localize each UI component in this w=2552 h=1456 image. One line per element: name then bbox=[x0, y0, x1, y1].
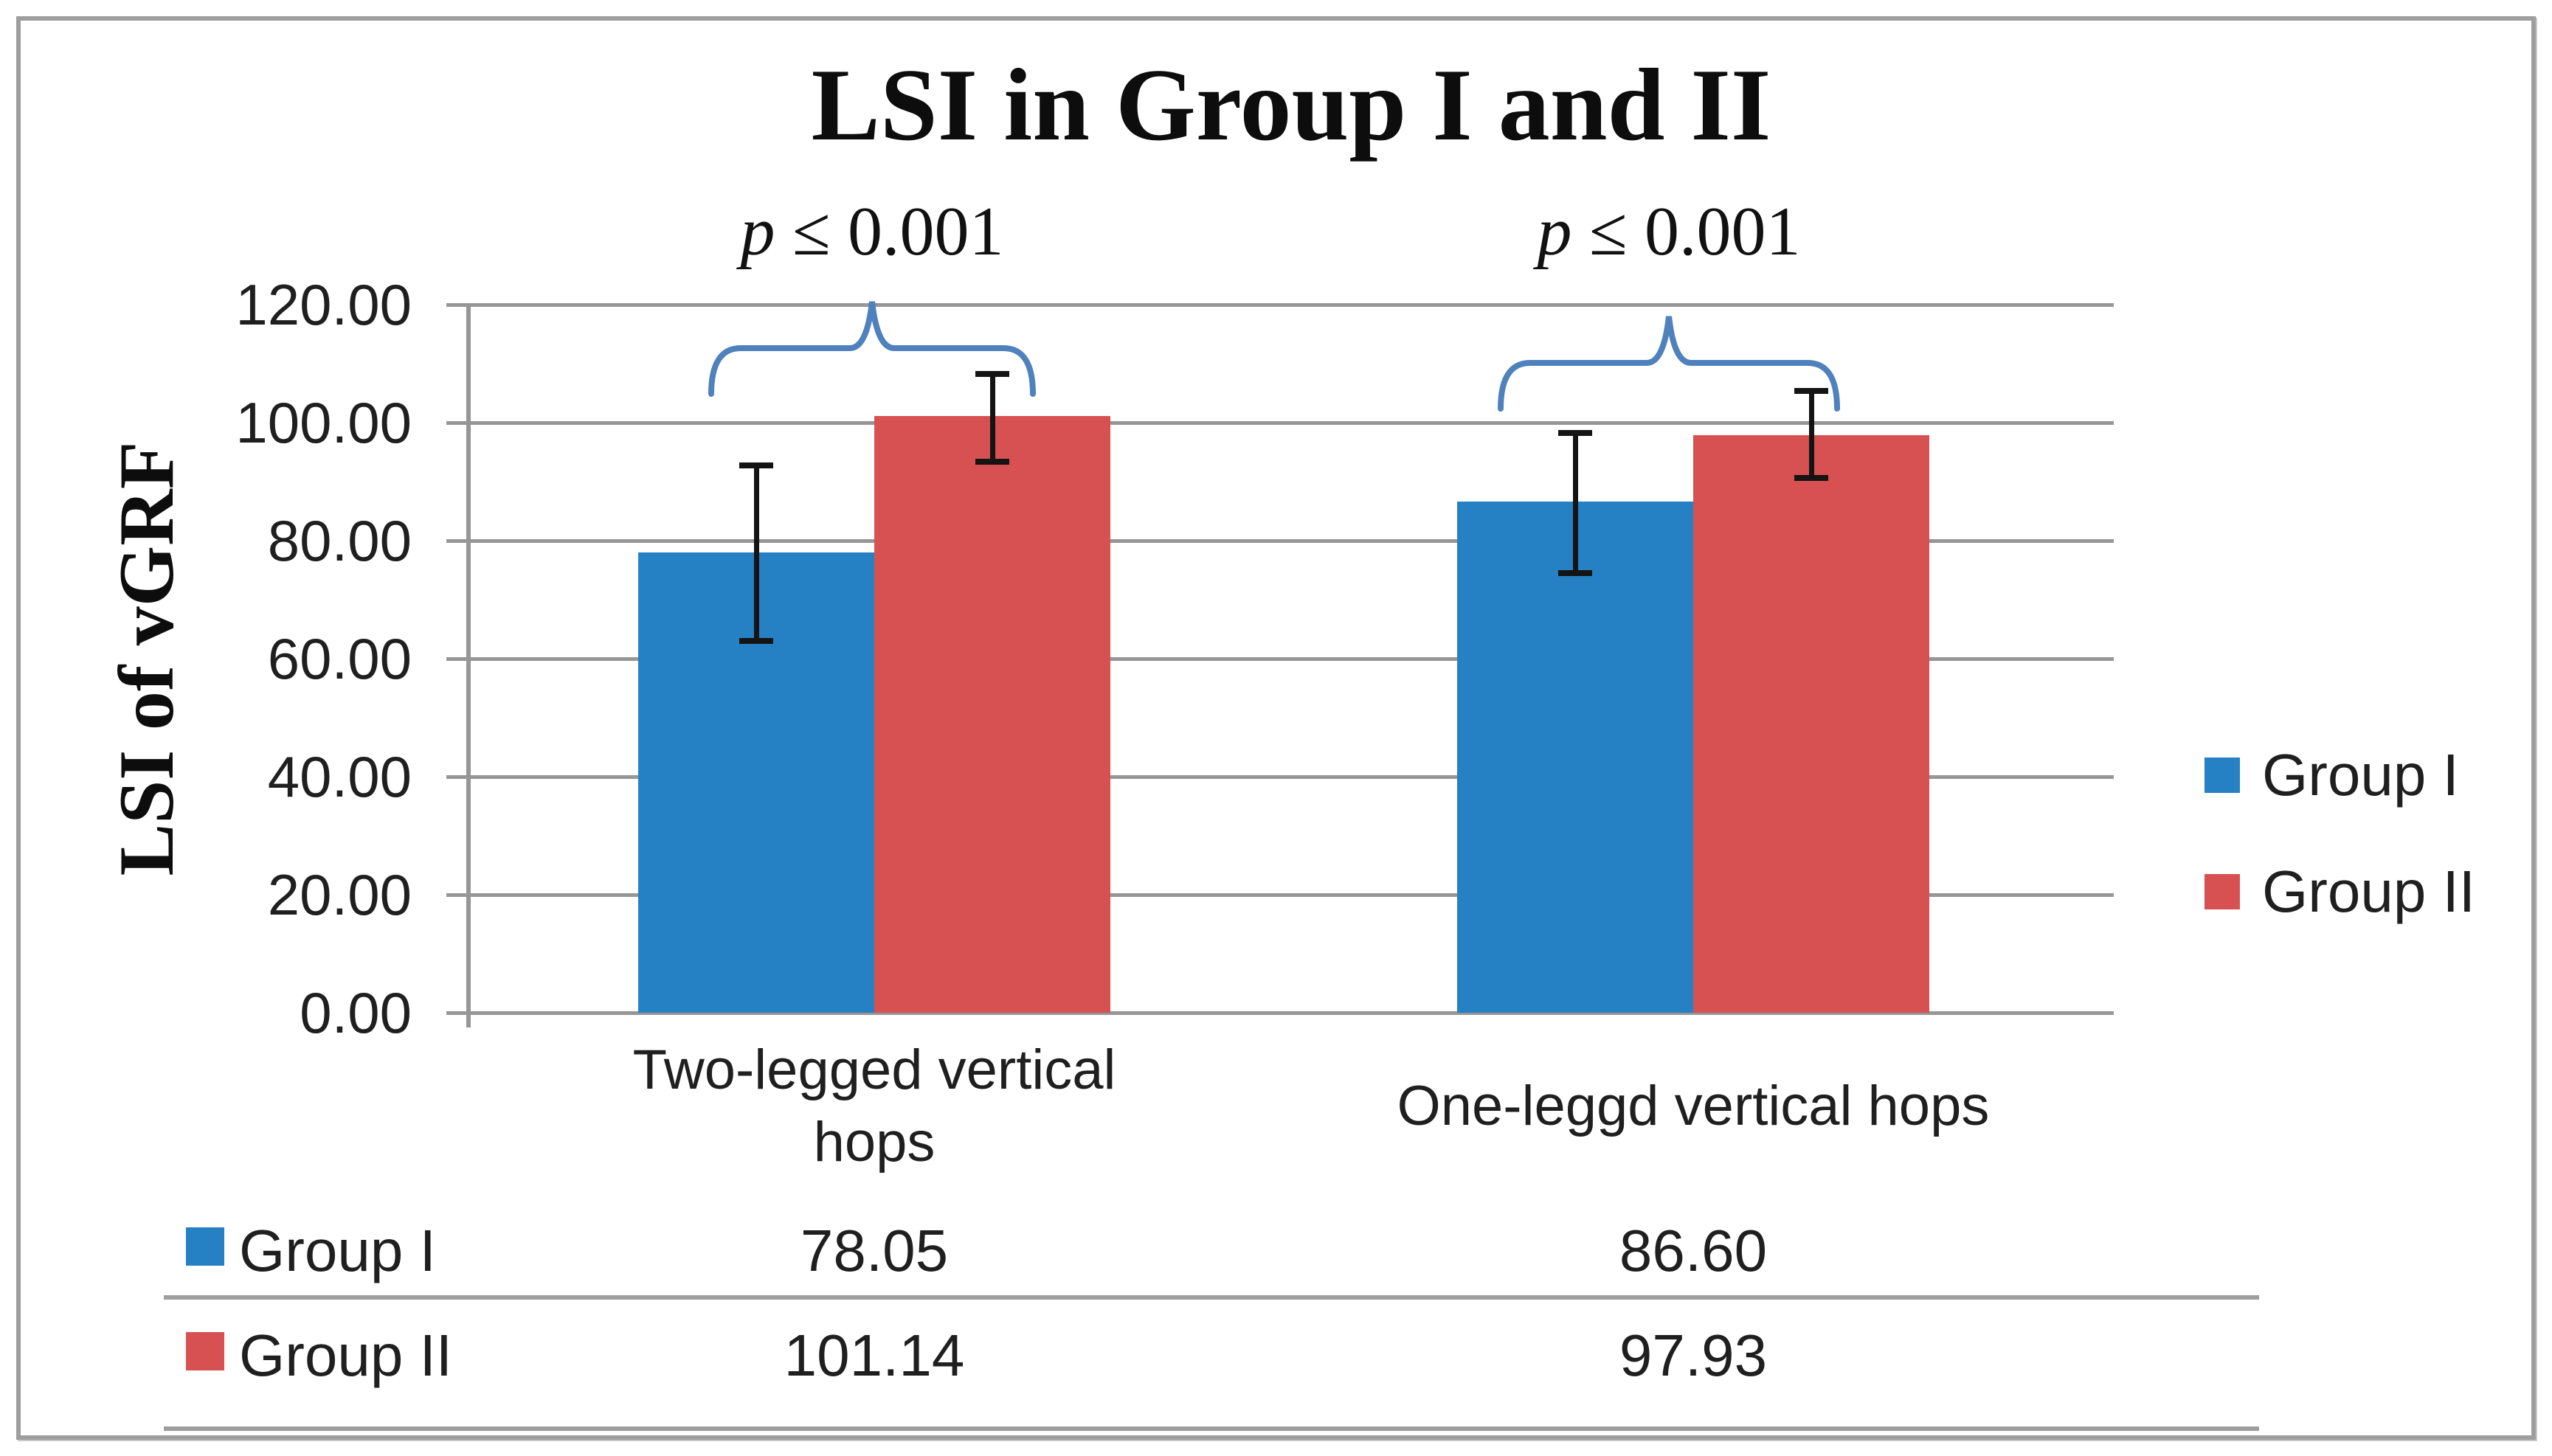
error-bar bbox=[989, 373, 995, 462]
legend-swatch bbox=[2205, 758, 2240, 793]
legend-label: Group II bbox=[2262, 859, 2476, 924]
legend-label: Group I bbox=[2262, 742, 2459, 808]
table-row-label: Group I bbox=[239, 1218, 436, 1283]
bar-group-ii-cat1 bbox=[874, 415, 1110, 1013]
category-label-line: hops bbox=[813, 1111, 936, 1174]
y-axis-tick bbox=[446, 893, 473, 897]
table-cell-value: 97.93 bbox=[1619, 1322, 1768, 1388]
error-bar bbox=[753, 465, 759, 641]
table-rule-middle bbox=[164, 1295, 2259, 1300]
table-cell-value: 86.60 bbox=[1619, 1218, 1768, 1283]
gridline bbox=[468, 657, 2114, 661]
error-bar-cap-bottom bbox=[1794, 475, 1828, 482]
category-label: Two-legged vertical hops bbox=[528, 1030, 1221, 1183]
table-cell-value: 101.14 bbox=[784, 1322, 965, 1388]
brace-cat1 bbox=[708, 301, 1036, 397]
error-bar-cap-bottom bbox=[739, 638, 773, 644]
error-bar-cap-bottom bbox=[975, 458, 1009, 465]
y-axis-tick bbox=[446, 303, 473, 307]
gridline bbox=[468, 775, 2114, 779]
y-axis-tick bbox=[446, 1011, 473, 1015]
category-label-line: One-leggd vertical hops bbox=[1397, 1075, 1990, 1137]
error-bar-cap-top bbox=[1558, 429, 1592, 436]
table-row-label: Group II bbox=[239, 1322, 453, 1388]
p-value-label: p ≤ 0.001 bbox=[740, 193, 1004, 270]
y-axis-tick-label: 80.00 bbox=[267, 508, 412, 573]
error-bar bbox=[1808, 390, 1814, 479]
gridline bbox=[468, 1011, 2114, 1015]
y-axis-tick-label: 40.00 bbox=[267, 744, 412, 809]
gridline bbox=[468, 539, 2114, 543]
error-bar-cap-bottom bbox=[1558, 570, 1592, 576]
y-axis-tick-label: 20.00 bbox=[267, 862, 412, 927]
y-axis-tick bbox=[446, 421, 473, 425]
chart-border-frame bbox=[16, 16, 2536, 1440]
gridline bbox=[468, 303, 2114, 307]
bar-group-i-cat2 bbox=[1457, 502, 1693, 1013]
brace-cat2 bbox=[1498, 316, 1840, 412]
table-row-swatch bbox=[186, 1227, 224, 1266]
legend-entry-group-i: Group I bbox=[2205, 742, 2459, 808]
y-axis-tick-label: 60.00 bbox=[267, 626, 412, 691]
legend-entry-group-ii: Group II bbox=[2205, 859, 2475, 924]
y-axis-line bbox=[466, 305, 471, 1027]
y-axis-tick-label: 120.00 bbox=[235, 272, 412, 337]
error-bar-cap-top bbox=[739, 462, 773, 468]
y-axis-tick-label: 100.00 bbox=[235, 390, 412, 455]
error-bar-cap-top bbox=[1794, 387, 1828, 394]
category-label: One-leggd vertical hops bbox=[1346, 1030, 2040, 1183]
bar-group-ii-cat2 bbox=[1693, 434, 1929, 1013]
chart-title: LSI in Group I and II bbox=[811, 48, 1771, 162]
p-value-label: p ≤ 0.001 bbox=[1537, 193, 1801, 270]
gridline bbox=[468, 893, 2114, 897]
y-axis-tick bbox=[446, 539, 473, 543]
error-bar-cap-top bbox=[975, 370, 1009, 377]
y-axis-tick bbox=[446, 657, 473, 661]
table-cell-value: 78.05 bbox=[800, 1218, 949, 1283]
table-rule-bottom bbox=[164, 1426, 2259, 1431]
legend-swatch bbox=[2205, 874, 2240, 909]
y-axis-tick-label: 0.00 bbox=[300, 980, 412, 1045]
y-axis-tick bbox=[446, 775, 473, 779]
table-row-swatch bbox=[186, 1332, 224, 1370]
gridline bbox=[468, 421, 2114, 425]
category-label-line: Two-legged vertical bbox=[632, 1039, 1116, 1101]
error-bar bbox=[1572, 432, 1578, 573]
